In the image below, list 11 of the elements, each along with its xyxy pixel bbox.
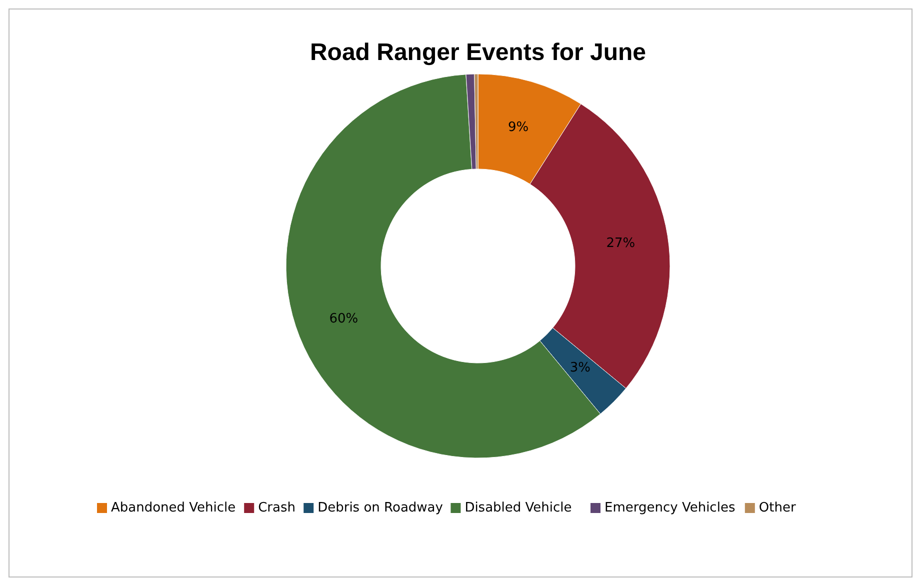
legend-label: Disabled Vehicle (464, 500, 572, 516)
legend-label: Emergency Vehicles (604, 500, 736, 516)
data-label: 3% (570, 360, 590, 376)
chart-title: Road Ranger Events for June (310, 39, 646, 66)
legend-label: Other (758, 500, 796, 516)
data-label: 9% (508, 120, 529, 135)
legend-label: Abandoned Vehicle (111, 500, 236, 516)
legend-label: Crash (258, 500, 296, 516)
data-label: 60% (329, 312, 358, 327)
data-label: 27% (606, 236, 636, 251)
legend-label: Debris on Roadway (318, 500, 444, 516)
